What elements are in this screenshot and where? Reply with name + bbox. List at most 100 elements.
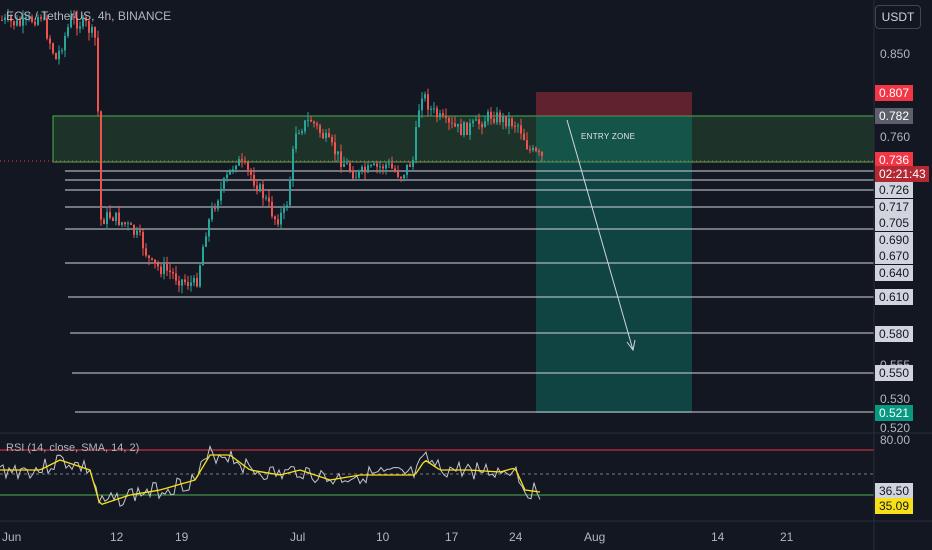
candle-body (523, 133, 525, 141)
candle-body (505, 115, 507, 127)
candle-body (448, 118, 450, 123)
candle-body (469, 123, 471, 135)
candle-body (397, 170, 399, 177)
level-price-tag: 0.580 (875, 326, 914, 342)
candle-body (328, 133, 330, 138)
candle-body (193, 278, 195, 283)
candle-body (403, 174, 405, 179)
candle-body (406, 164, 408, 175)
candle-body (487, 111, 489, 122)
candle-body (118, 212, 120, 225)
candle-body (199, 265, 201, 287)
candle-body (22, 17, 24, 26)
candle-body (541, 152, 543, 156)
candle-body (88, 21, 90, 33)
candle-body (157, 263, 159, 267)
candle-body (508, 118, 510, 127)
zone-top-tag: 0.782 (875, 108, 914, 124)
level-price-tag: 0.640 (875, 265, 914, 281)
candle-body (400, 176, 402, 179)
candle-body (379, 166, 381, 168)
candle-body (190, 282, 192, 286)
time-label: 14 (711, 530, 725, 544)
candle-body (250, 169, 252, 175)
symbol-title[interactable]: EOS / TetherUS, 4h, BINANCE (6, 9, 172, 23)
candle-body (526, 140, 528, 150)
current-price-tag: 0.736 (875, 152, 914, 168)
candle-body (466, 122, 468, 135)
price-label: 0.760 (880, 130, 911, 144)
candle-body (130, 223, 132, 225)
candle-body (367, 165, 369, 173)
candle-body (409, 164, 411, 167)
time-label: 19 (175, 530, 189, 544)
candle-body (391, 163, 393, 169)
candle-body (211, 208, 213, 220)
candle-body (337, 151, 339, 155)
candle-body (268, 197, 270, 202)
candle-body (85, 17, 87, 22)
candle-body (256, 185, 258, 192)
stop-price-tag: 0.807 (875, 85, 914, 101)
candle-body (103, 219, 105, 225)
projection-arrow (566, 119, 634, 351)
currency-button[interactable]: USDT (875, 5, 921, 29)
candle-body (334, 142, 336, 155)
candle-body (430, 108, 432, 110)
bar-countdown-tag: 02:21:43 (875, 166, 929, 182)
candle-body (478, 119, 480, 124)
rsi-value-tag: 36.50 (875, 483, 914, 499)
candle-body (529, 149, 531, 151)
candle-body (142, 232, 144, 249)
candle-body (76, 17, 78, 29)
candle-body (511, 118, 513, 126)
candle-body (346, 163, 348, 165)
level-price-tag: 0.717 (875, 199, 914, 215)
candle-body (205, 236, 207, 247)
candle-body (481, 123, 483, 128)
candle-body (73, 16, 75, 18)
candle-body (457, 123, 459, 127)
candle-body (214, 208, 216, 210)
candle-body (316, 123, 318, 126)
candle-body (217, 200, 219, 209)
time-label: 17 (445, 530, 459, 544)
candle-body (442, 113, 444, 117)
candle-body (382, 166, 384, 169)
rsi-indicator-label[interactable]: RSI (14, close, SMA, 14, 2) (6, 442, 140, 454)
candle-body (184, 279, 186, 283)
price-label: 0.850 (880, 47, 911, 61)
candle-body (532, 147, 534, 151)
candle-body (31, 16, 33, 22)
candle-body (277, 219, 279, 225)
rsi-ma-line (0, 454, 541, 506)
price-candles (1, 8, 543, 294)
candle-body (289, 179, 291, 206)
rsi-ma-value-tag: 35.09 (875, 498, 914, 514)
entry-zone-label: ENTRY ZONE (581, 132, 636, 141)
candle-body (181, 279, 183, 286)
candle-body (499, 112, 501, 123)
candle-body (28, 16, 30, 18)
candle-body (34, 21, 36, 25)
candle-body (394, 168, 396, 171)
candle-body (493, 118, 495, 123)
candle-body (178, 280, 180, 286)
candle-body (196, 278, 198, 287)
candle-body (454, 123, 456, 127)
candle-body (238, 159, 240, 166)
candle-body (319, 125, 321, 133)
candle-body (412, 159, 414, 167)
candle-body (226, 174, 228, 179)
candle-body (121, 222, 123, 225)
candle-body (271, 201, 273, 217)
candle-body (148, 255, 150, 259)
candle-body (106, 212, 108, 225)
candle-body (19, 20, 21, 26)
candle-body (220, 188, 222, 201)
candle-body (427, 94, 429, 110)
candle-body (247, 162, 249, 170)
candle-body (58, 50, 60, 60)
candle-body (262, 184, 264, 199)
